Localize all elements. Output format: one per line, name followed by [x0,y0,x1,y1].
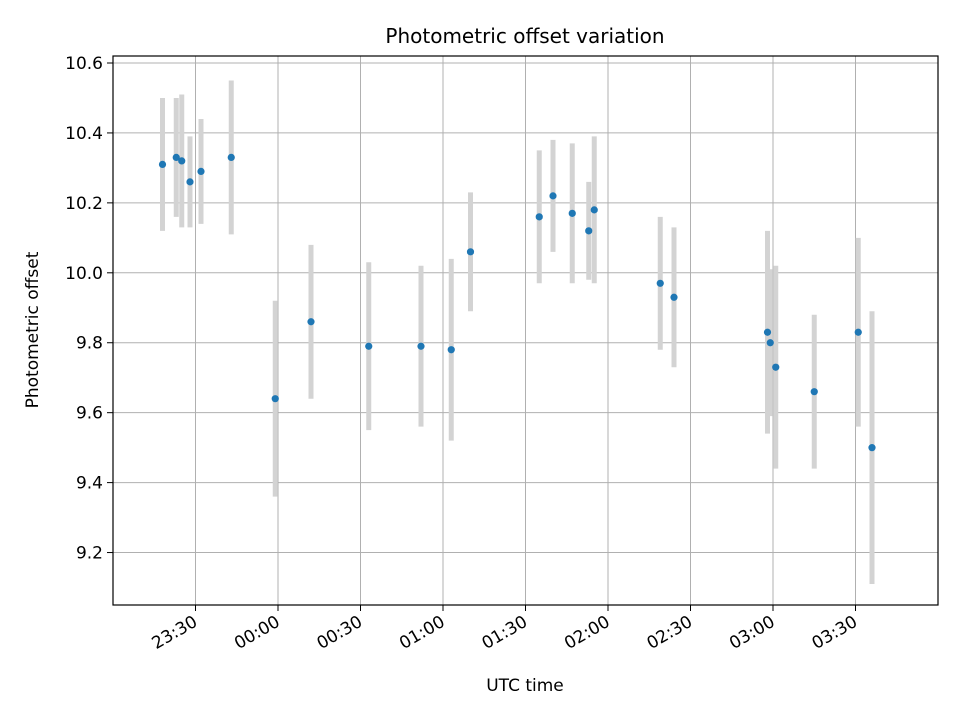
data-point [568,209,576,217]
data-point [307,318,315,326]
data-point [868,444,876,452]
data-point [466,248,475,256]
data-point [417,342,425,350]
y-tick-label: 9.6 [76,404,103,424]
data-point [772,363,780,371]
data-point [365,342,373,350]
data-point [197,167,205,175]
data-point [158,160,167,169]
data-point [178,157,186,165]
data-point [585,227,593,235]
y-tick-label: 9.4 [76,474,103,494]
data-point [766,339,774,347]
y-axis: 9.2 9.4 9.6 9.8 10.0 10.2 10.4 10.6 [65,54,113,564]
y-axis-label: Photometric offset [23,251,43,408]
data-point [854,328,862,336]
data-point [810,388,818,396]
data-point [590,206,598,214]
data-point [549,192,557,200]
data-point [670,293,678,301]
data-point [227,153,235,162]
y-tick-label: 10.2 [65,194,103,214]
data-point [447,346,455,354]
x-axis-label: UTC time [486,676,564,696]
data-point [271,395,279,403]
y-tick-label: 10.0 [65,264,103,284]
data-point [172,153,180,162]
grid [113,56,938,605]
chart-title: Photometric offset variation [385,24,664,48]
data-points [158,153,876,452]
data-point [656,279,664,287]
y-tick-label: 10.6 [65,54,103,74]
data-point [186,178,194,186]
data-point [535,213,543,221]
y-tick-label: 9.2 [76,544,103,564]
y-tick-label: 9.8 [76,334,103,354]
data-point [763,328,772,336]
y-tick-label: 10.4 [65,124,103,144]
